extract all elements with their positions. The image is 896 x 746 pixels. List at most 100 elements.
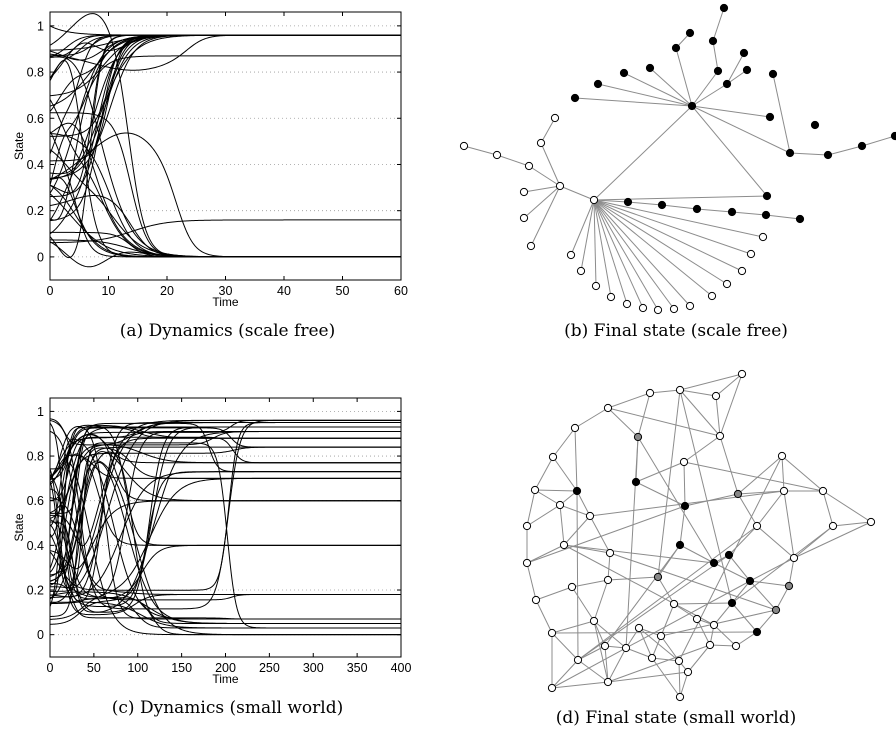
network-edge [593,620,609,683]
trajectory-line [50,422,401,605]
network-node [779,486,789,496]
network-node [591,281,601,291]
network-edge [709,644,737,647]
network-edge [607,647,627,683]
plot-frame [49,11,402,281]
y-tick-label: 0 [37,250,44,264]
trajectory-line [50,55,401,186]
network-edge [559,504,565,546]
network-edge [713,562,751,582]
trajectory-line [50,34,401,222]
network-node [621,643,631,653]
panel-caption: (c) Dynamics (small world) [112,698,343,718]
network-node [683,667,693,677]
network-node [623,197,633,207]
network-edge [683,461,824,492]
network-edge [607,392,651,409]
network-edge [675,47,693,107]
network-node [771,605,781,615]
y-tick-label: 0.6 [27,112,44,126]
x-tick-label: 0 [47,284,54,298]
network-node [519,213,529,223]
network-edges [463,7,896,311]
network-node [733,489,743,499]
trajectory-line [50,34,401,57]
y-tick-label: 0.2 [27,204,44,218]
network-node [789,553,799,563]
x-axis-label: Time [212,672,239,686]
network-edge [551,632,579,661]
network-edge [526,562,537,601]
trajectory-line [50,34,401,71]
network-edge [679,389,721,437]
network-edge [535,599,553,634]
network-node [784,581,794,591]
y-axis-label: State [12,132,26,160]
network-node [570,93,580,103]
network-edge [660,609,777,637]
network-node [589,195,599,205]
network-node [619,68,629,78]
network-node [603,403,613,413]
network-edge [526,505,686,564]
network-edge [731,211,767,216]
network-node [692,204,702,214]
network-edge [463,145,498,156]
network-edge [563,544,715,626]
y-tick-label: 0.6 [27,494,44,508]
network-edge [822,490,872,523]
network-edge [574,97,693,107]
network-edge [593,199,728,285]
network-edge [728,554,751,582]
network-node [679,457,689,467]
network-edge [607,671,689,683]
network-node [603,677,613,687]
network-node [692,614,702,624]
network-edge [627,201,663,206]
network-edge [793,521,872,559]
network-edge [756,490,785,527]
y-axis-label: State [12,513,26,541]
network-edge [683,461,686,507]
network-edge [625,436,639,649]
x-tick-label: 20 [160,284,174,298]
network-node [566,250,576,260]
network-node [727,207,737,217]
network-edge [673,603,698,620]
network-edge [593,620,627,649]
network-node [758,232,768,242]
network-node [656,631,666,641]
trajectory-line [50,436,401,502]
trajectory-line [50,34,401,107]
panel-c-dynamics-small-world: 0 0.2 0.4 0.6 0.8 1 0 50 100 150 200 250 300 350 400 T… [12,397,411,718]
x-tick-label: 250 [259,661,280,675]
network-edge [719,435,739,495]
network-node [737,266,747,276]
network-node [719,3,729,13]
network-edge [691,105,768,197]
network-node [647,653,657,663]
network-node [745,576,755,586]
network-node [713,66,723,76]
network-edge [607,644,711,683]
y-tick-label: 0.4 [27,539,44,553]
network-edge [749,557,795,582]
network-edge [576,490,591,517]
x-tick-label: 100 [127,661,148,675]
network-node [705,640,715,650]
network-node [742,65,752,75]
network-node [653,305,663,315]
network-node [680,501,690,511]
network-node [752,627,762,637]
network-edge [571,586,595,622]
network-edge [673,602,733,605]
trajectory-line [50,477,401,620]
trajectory-line [50,422,401,586]
network-edge [604,645,609,683]
network-edge [657,576,675,605]
network-edge [593,105,693,201]
network-edge [526,489,536,527]
network-edge [570,199,595,256]
network-edge [523,185,561,193]
